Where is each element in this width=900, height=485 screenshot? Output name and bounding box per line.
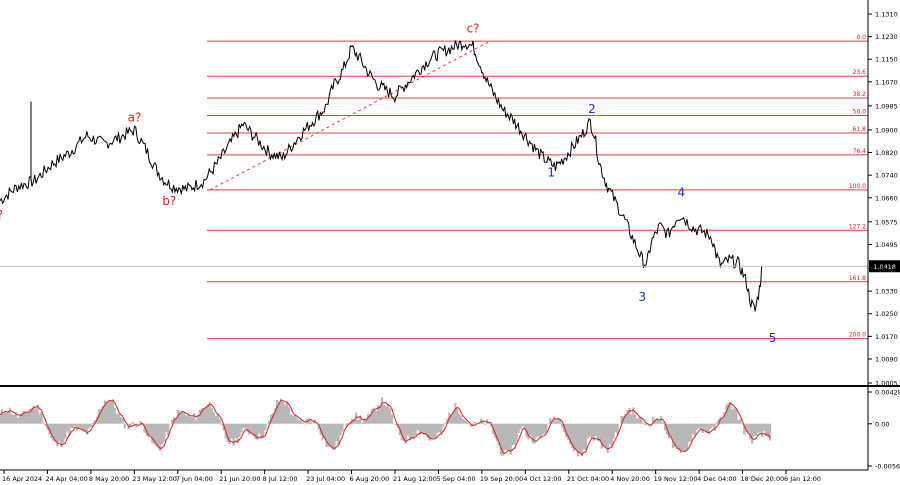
price-tick-label-13: 1.0250 <box>875 310 898 318</box>
current-price-badge <box>869 260 900 273</box>
oscillator-axis: 0.00428 0.00 -0.00569 <box>868 389 900 471</box>
wave-label-2: b? <box>162 194 176 208</box>
current-price-value: 1.0418 <box>873 263 896 271</box>
wave-label-3: c? <box>467 21 480 35</box>
price-axis: 1.1310 1.1230 1.1150 1.1070 1.0985 1.0900 1.08… <box>868 11 898 388</box>
wave-label-8: 5 <box>769 331 777 345</box>
osc-tick-label-1: 0.00 <box>875 420 889 428</box>
time-axis: 16 Apr 2024 24 Apr 04:00 8 May 20:00 23 May… <box>2 470 821 483</box>
fib-label-5: 76.4 <box>853 148 867 155</box>
main-plot-area <box>0 0 868 386</box>
price-tick-label-2: 1.1150 <box>875 56 898 64</box>
price-tick-label-16: 1.0005 <box>875 380 898 388</box>
time-tick-label-3: 23 May 12:00 <box>132 475 177 483</box>
price-tick-label-0: 1.1310 <box>875 11 898 19</box>
time-tick-label-10: 5 Sep 04:00 <box>436 475 475 483</box>
fib-label-3: 50.0 <box>853 109 867 116</box>
time-tick-label-4: 7 Jun 04:00 <box>176 475 213 483</box>
current-price: 1.0418 <box>0 260 900 273</box>
wave-label-1: a? <box>128 110 142 124</box>
time-tick-label-15: 19 Nov 12:00 <box>654 475 698 483</box>
oscillator-signal <box>0 399 771 456</box>
time-tick-label-2: 8 May 20:00 <box>89 475 129 483</box>
time-tick-label-16: 4 Dec 04:00 <box>697 475 737 483</box>
price-tick-label-14: 1.0170 <box>875 333 898 341</box>
time-tick-label-5: 21 Jun 20:00 <box>219 475 260 483</box>
time-tick-label-13: 21 Oct 04:00 <box>567 475 609 483</box>
fib-label-2: 38.2 <box>853 91 867 98</box>
wave-labels: ? a? b? c? 1 2 3 4 5 <box>0 21 776 345</box>
price-tick-label-9: 1.0575 <box>875 218 898 226</box>
fib-anchor-line <box>209 40 491 191</box>
oscillator-histogram <box>0 397 772 457</box>
fib-label-6: 100.0 <box>849 183 866 190</box>
fib-label-0: 0.0 <box>856 34 866 41</box>
time-tick-label-18: 6 Jan 12:00 <box>784 475 821 483</box>
fib-label-4: 61.8 <box>853 126 867 133</box>
time-tick-label-9: 21 Aug 12:00 <box>393 475 437 483</box>
osc-tick-label-2: -0.00569 <box>875 463 900 471</box>
wave-label-7: 4 <box>678 185 686 199</box>
time-tick-label-17: 18 Dec 20:00 <box>741 475 785 483</box>
price-tick-label-8: 1.0660 <box>875 194 898 202</box>
price-tick-label-1: 1.1230 <box>875 33 898 41</box>
price-tick-label-10: 1.0495 <box>875 241 898 249</box>
fib-label-1: 23.6 <box>853 69 867 76</box>
fib-label-9: 200.0 <box>849 332 866 339</box>
oscillator-panel <box>0 397 772 457</box>
time-tick-label-11: 19 Sep 20:00 <box>480 475 523 483</box>
time-tick-label-14: 4 Nov 20:00 <box>610 475 650 483</box>
time-tick-label-8: 6 Aug 20:00 <box>350 475 390 483</box>
wave-label-5: 2 <box>588 102 596 116</box>
price-tick-label-5: 1.0900 <box>875 126 898 134</box>
wave-label-4: 1 <box>547 166 555 180</box>
price-tick-label-7: 1.0740 <box>875 172 898 180</box>
wave-label-6: 3 <box>638 290 646 304</box>
time-tick-label-0: 16 Apr 2024 <box>2 475 42 483</box>
time-tick-label-7: 23 Jul 04:00 <box>306 475 345 483</box>
time-tick-label-12: 4 Oct 12:00 <box>523 475 561 483</box>
wave-label-0: ? <box>0 208 3 222</box>
price-tick-label-11: 1.0410 <box>875 265 898 273</box>
price-tick-label-4: 1.0985 <box>875 102 898 110</box>
price-tick-label-15: 1.0090 <box>875 355 898 363</box>
time-tick-label-1: 24 Apr 04:00 <box>45 475 87 483</box>
price-tick-label-6: 1.0820 <box>875 149 898 157</box>
time-tick-label-6: 8 Jul 12:00 <box>263 475 298 483</box>
fib-label-8: 161.8 <box>849 275 866 282</box>
price-tick-label-3: 1.1070 <box>875 78 898 86</box>
price-tick-label-12: 1.0330 <box>875 288 898 296</box>
fib-label-7: 127.2 <box>849 223 866 230</box>
osc-tick-label-0: 0.00428 <box>875 389 900 397</box>
fib-diagonal <box>209 40 491 191</box>
